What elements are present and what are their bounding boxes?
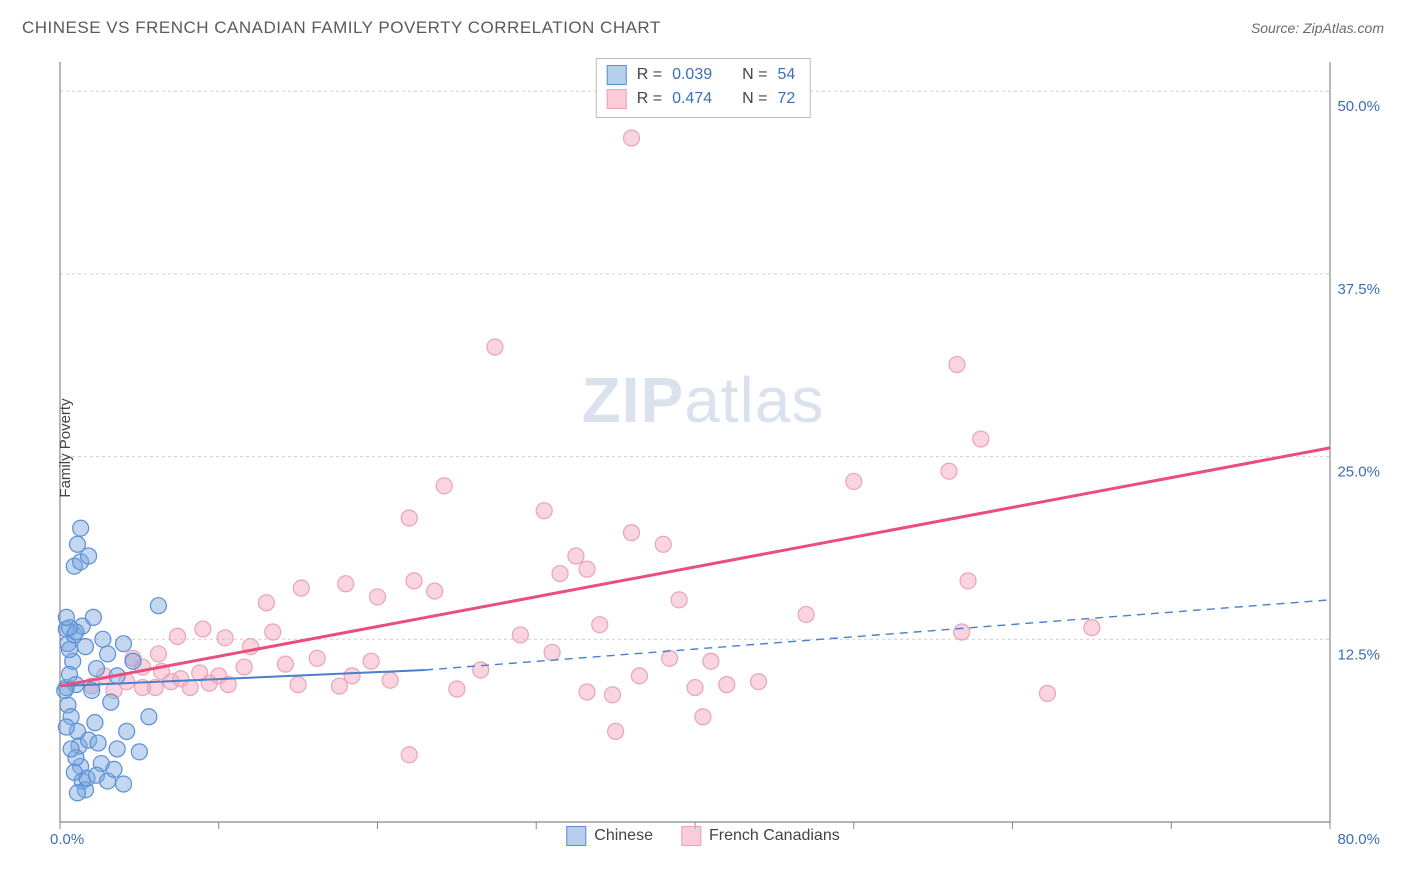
xlim-min-label: 0.0% [50, 831, 84, 848]
r-label: R = [637, 63, 662, 87]
legend-item-french: French Canadians [681, 826, 840, 846]
legend-row-chinese: R = 0.039 N = 54 [607, 63, 796, 87]
y-axis-label: Family Poverty [57, 398, 74, 497]
svg-text:12.5%: 12.5% [1337, 646, 1380, 663]
swatch-blue-icon [566, 826, 586, 846]
swatch-blue-icon [607, 65, 627, 85]
source-label: Source: ZipAtlas.com [1251, 20, 1384, 36]
series-legend: Chinese French Canadians [566, 826, 839, 846]
n-label: N = [742, 87, 767, 111]
svg-text:25.0%: 25.0% [1337, 464, 1380, 481]
correlation-legend: R = 0.039 N = 54 R = 0.474 N = 72 [596, 58, 811, 118]
source-name: ZipAtlas.com [1303, 20, 1384, 36]
legend-label-chinese: Chinese [594, 827, 653, 845]
n-value-chinese: 54 [777, 63, 795, 87]
xlim-max-label: 80.0% [1337, 831, 1380, 848]
n-label: N = [742, 63, 767, 87]
legend-row-french: R = 0.474 N = 72 [607, 87, 796, 111]
chart-area: Family Poverty 12.5%25.0%37.5%50.0% ZIPa… [22, 48, 1384, 848]
swatch-pink-icon [681, 826, 701, 846]
svg-text:50.0%: 50.0% [1337, 98, 1380, 115]
n-value-french: 72 [777, 87, 795, 111]
scatter-plot: 12.5% 25.0% 37.5% 50.0% [22, 48, 1384, 848]
svg-text:37.5%: 37.5% [1337, 281, 1380, 298]
swatch-pink-icon [607, 89, 627, 109]
chart-title: CHINESE VS FRENCH CANADIAN FAMILY POVERT… [22, 18, 661, 38]
r-value-chinese: 0.039 [672, 63, 712, 87]
r-value-french: 0.474 [672, 87, 712, 111]
legend-label-french: French Canadians [709, 827, 840, 845]
source-prefix: Source: [1251, 20, 1303, 36]
r-label: R = [637, 87, 662, 111]
legend-item-chinese: Chinese [566, 826, 653, 846]
